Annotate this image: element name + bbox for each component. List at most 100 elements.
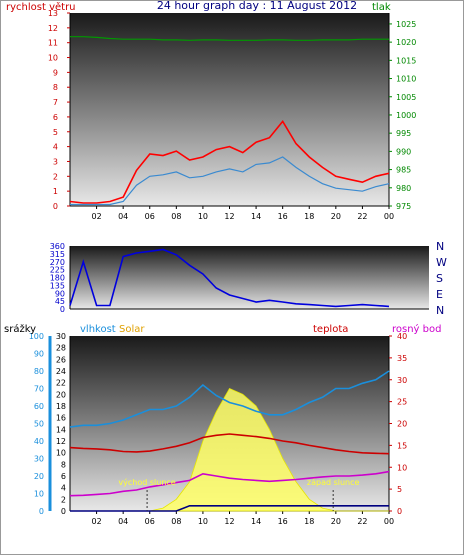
- right-axis-label: tlak: [372, 2, 391, 13]
- tick-label-mid: 18: [56, 402, 66, 411]
- tick-label-mid: 14: [56, 425, 66, 434]
- tick-label-left: 3: [53, 157, 58, 166]
- tick-label-mid: 30: [56, 332, 66, 341]
- x-tick-label: 08: [171, 517, 181, 526]
- x-tick-label: 00: [384, 212, 394, 221]
- tick-label-left: 11: [48, 39, 58, 48]
- tick-label-left: 5: [53, 128, 58, 137]
- x-tick-label: 06: [145, 212, 155, 221]
- tick-label-right: 20: [397, 420, 407, 429]
- panel-label: Solar: [119, 324, 145, 335]
- series-line: [69, 248, 390, 308]
- tick-label-left: 315: [50, 250, 65, 259]
- tick-label-left: 12: [48, 24, 58, 33]
- tick-label-right: 40: [397, 332, 407, 341]
- tick-label-humidity: 40: [34, 437, 44, 446]
- tick-label-mid: 26: [56, 355, 66, 364]
- panel-label: vlhkost: [80, 324, 116, 335]
- panel-label: teplota: [313, 324, 348, 335]
- tick-label-humidity: 50: [34, 420, 44, 429]
- chart-title: 24 hour graph day : 11 August 2012: [157, 0, 357, 12]
- tick-label-mid: 16: [56, 414, 66, 423]
- x-tick-label: 08: [171, 212, 181, 221]
- annotation-label: západ slunce: [307, 478, 360, 487]
- tick-label-left: 180: [50, 274, 65, 283]
- tick-label-right: 990: [396, 147, 411, 156]
- tick-label-right: 15: [397, 441, 407, 450]
- x-tick-label: 18: [304, 212, 314, 221]
- tick-label-humidity: 60: [34, 402, 44, 411]
- tick-label-humidity: 90: [34, 350, 44, 359]
- tick-label-humidity: 20: [34, 472, 44, 481]
- x-tick-label: 14: [251, 212, 261, 221]
- direction-label: N: [436, 304, 444, 317]
- tick-label-left: 135: [50, 281, 65, 290]
- x-tick-label: 00: [384, 517, 394, 526]
- tick-label-left: 270: [50, 258, 65, 267]
- tick-label-right: 25: [397, 398, 407, 407]
- tick-label-mid: 24: [56, 367, 66, 376]
- tick-label-right: 1010: [396, 75, 416, 84]
- series-line: [70, 36, 389, 41]
- x-tick-label: 18: [304, 517, 314, 526]
- tick-label-humidity: 0: [39, 507, 44, 516]
- tick-label-right: 975: [396, 202, 411, 211]
- tick-label-right: 10: [397, 463, 407, 472]
- tick-label-mid: 8: [61, 460, 66, 469]
- tick-label-right: 995: [396, 129, 411, 138]
- tick-label-mid: 28: [56, 344, 66, 353]
- tick-label-left: 1: [53, 187, 58, 196]
- tick-label-left: 6: [53, 113, 58, 122]
- tick-label-right: 1005: [396, 93, 416, 102]
- tick-label-left: 90: [55, 289, 65, 298]
- direction-label: S: [436, 272, 443, 285]
- series-line: [70, 156, 390, 206]
- tick-label-mid: 10: [56, 449, 66, 458]
- plot-background: [70, 13, 389, 206]
- x-tick-label: 06: [145, 517, 155, 526]
- tick-label-right: 1000: [396, 111, 416, 120]
- tick-label-mid: 2: [61, 495, 66, 504]
- tick-label-left: 45: [55, 297, 65, 306]
- tick-label-left: 2: [53, 172, 58, 181]
- tick-label-right: 1020: [396, 38, 416, 47]
- tick-label-humidity: 30: [34, 455, 44, 464]
- tick-label-mid: 22: [56, 379, 66, 388]
- annotation-label: východ slunce: [118, 478, 175, 487]
- x-tick-label: 02: [91, 212, 101, 221]
- x-tick-label: 12: [224, 212, 234, 221]
- tick-label-right: 35: [397, 354, 407, 363]
- tick-label-left: 0: [60, 305, 65, 314]
- x-tick-label: 14: [251, 517, 261, 526]
- tick-label-left: 4: [53, 143, 58, 152]
- tick-label-humidity: 70: [34, 385, 44, 394]
- x-tick-label: 10: [198, 212, 208, 221]
- tick-label-humidity: 100: [29, 332, 44, 341]
- tick-label-left: 225: [50, 266, 65, 275]
- tick-label-left: 10: [48, 54, 58, 63]
- tick-label-right: 0: [397, 507, 402, 516]
- tick-label-left: 360: [50, 242, 65, 251]
- tick-label-right: 985: [396, 166, 411, 175]
- tick-label-mid: 6: [61, 472, 66, 481]
- tick-label-left: 0: [53, 202, 58, 211]
- tick-label-humidity: 10: [34, 490, 44, 499]
- x-tick-label: 20: [331, 517, 341, 526]
- x-tick-label: 16: [278, 517, 288, 526]
- plot-background: [70, 246, 429, 309]
- tick-label-right: 5: [397, 485, 402, 494]
- tick-label-left: 8: [53, 83, 58, 92]
- tick-label-left: 9: [53, 68, 58, 77]
- direction-label: W: [436, 256, 447, 269]
- series-line: [69, 470, 390, 497]
- x-tick-label: 22: [357, 517, 367, 526]
- direction-label: N: [436, 240, 444, 253]
- x-tick-label: 04: [118, 212, 128, 221]
- tick-label-humidity: 80: [34, 367, 44, 376]
- tick-label-right: 1015: [396, 56, 416, 65]
- panel-label: srážky: [4, 323, 36, 335]
- x-tick-label: 20: [331, 212, 341, 221]
- series-line: [69, 433, 390, 455]
- tick-label-mid: 4: [61, 484, 66, 493]
